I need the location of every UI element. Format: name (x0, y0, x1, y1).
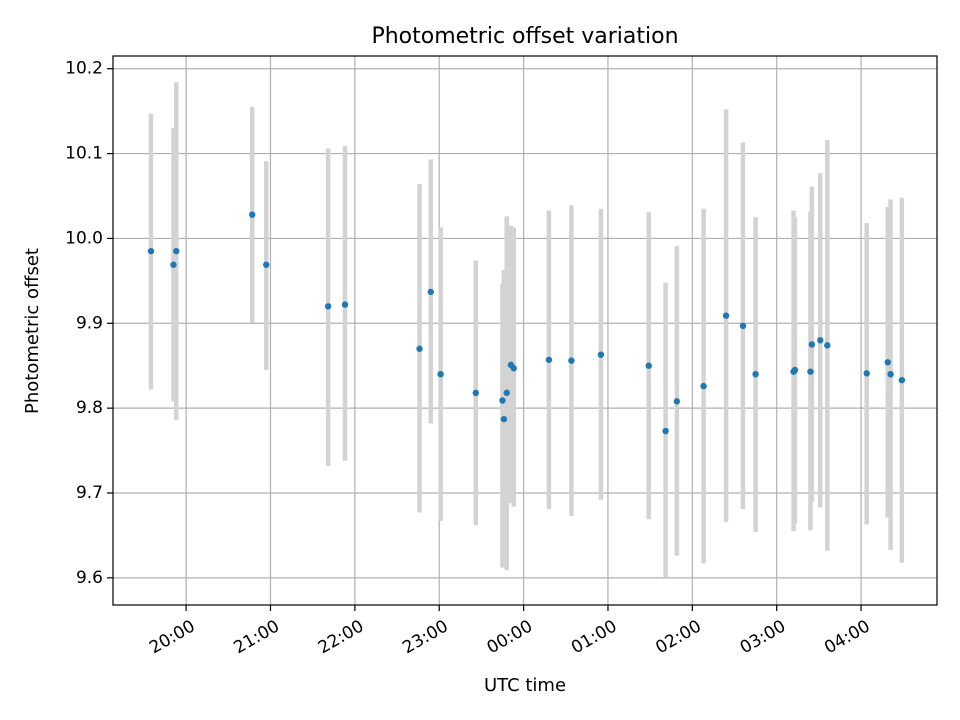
data-point (416, 345, 423, 352)
data-point (170, 261, 177, 268)
data-point (249, 211, 256, 218)
data-point (568, 357, 575, 364)
data-point (147, 247, 155, 255)
grid (113, 56, 937, 605)
y-tick-label: 10.0 (65, 228, 103, 248)
data-point (173, 247, 180, 255)
x-axis-label: UTC time (484, 675, 566, 696)
y-axis-label: Photometric offset (22, 248, 43, 414)
data-point (722, 312, 730, 319)
data-point (597, 351, 605, 358)
plot-frame (112, 55, 938, 606)
data-point (898, 376, 906, 384)
data-point (863, 370, 870, 377)
data-point (808, 341, 816, 348)
y-tick-label: 9.7 (76, 483, 103, 503)
data-point (500, 415, 508, 423)
data-point (472, 389, 479, 397)
chart-title: Photometric offset variation (371, 24, 678, 49)
y-tick-label: 10.2 (65, 59, 103, 79)
data-point (503, 389, 510, 397)
y-axis-ticks: 9.6 9.7 9.8 9.9 10.0 10.1 10.2 (65, 59, 113, 588)
data-point (662, 427, 669, 435)
y-tick-label: 9.6 (76, 568, 103, 588)
data-point (645, 362, 652, 369)
data-point (324, 303, 332, 310)
data-point (499, 397, 506, 404)
data-point (807, 368, 814, 375)
y-tick-label: 9.9 (76, 313, 103, 333)
data-point (752, 370, 759, 378)
data-point (263, 261, 270, 268)
data-point (341, 301, 349, 308)
data-point (510, 365, 517, 372)
data-point (427, 288, 434, 296)
data-point (437, 370, 444, 378)
data-point (791, 366, 799, 374)
data-point (887, 370, 894, 378)
data-point (673, 398, 681, 405)
data-point (545, 356, 553, 363)
data-point (884, 359, 891, 366)
data-point (700, 382, 707, 390)
data-point (817, 337, 824, 344)
data-points (147, 211, 906, 435)
data-point (824, 342, 831, 349)
y-tick-label: 9.8 (76, 398, 103, 418)
y-tick-label: 10.1 (65, 144, 103, 164)
data-point (739, 322, 747, 330)
